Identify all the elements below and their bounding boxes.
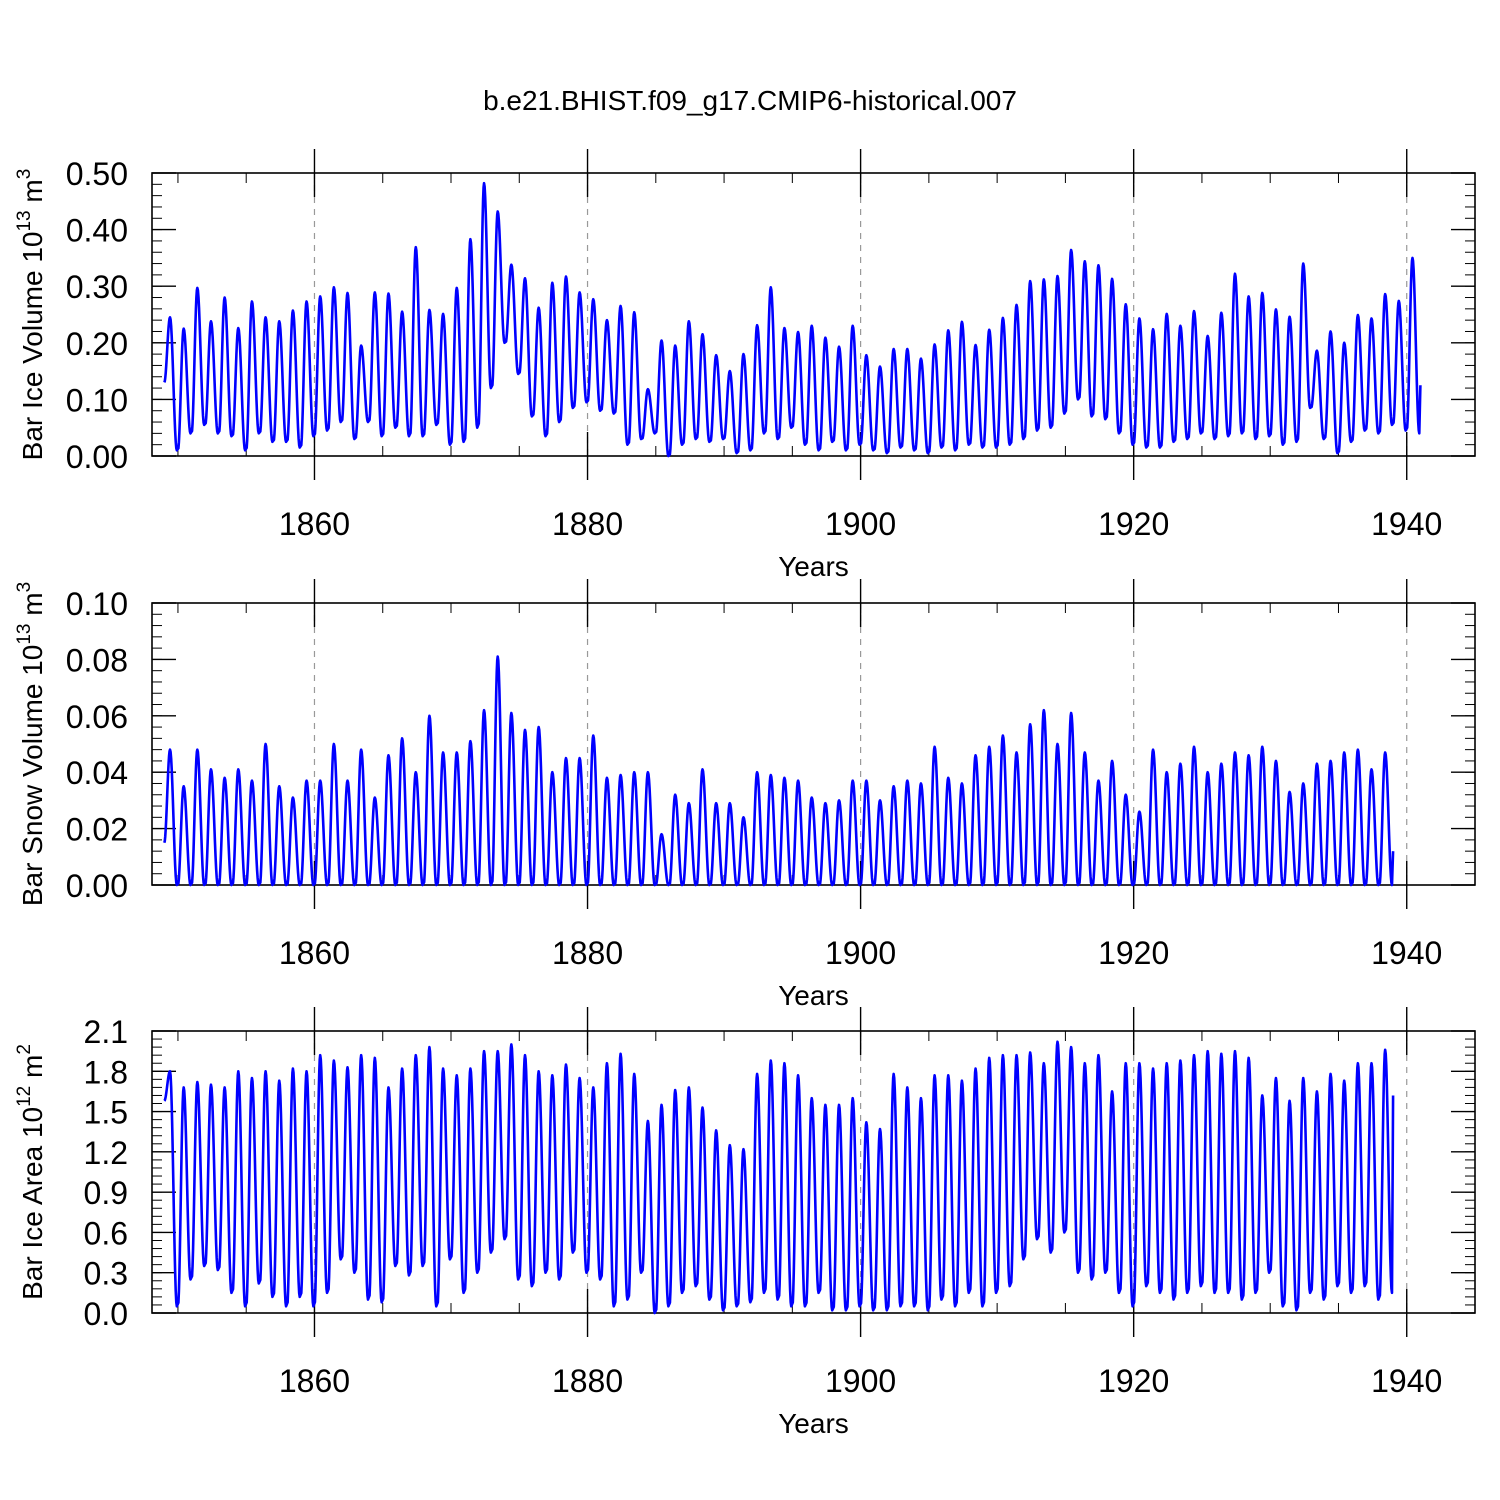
y-axis-title-unit: m: [17, 1055, 48, 1086]
x-tick-label-1860: 1860: [279, 506, 350, 542]
y-tick-label: 0.10: [66, 382, 128, 418]
y-axis-title-text: Bar Snow Volume 10: [17, 645, 48, 907]
x-tick-label-1860: 1860: [279, 1363, 350, 1399]
x-axis-title: Years: [778, 551, 849, 582]
y-tick-label: 0.06: [66, 699, 128, 735]
y-axis-title-exponent: 12: [14, 1086, 35, 1107]
series-line-bar-snow-volume: [163, 655, 1395, 887]
x-axis-title: Years: [778, 1408, 849, 1439]
ice-area-panel: 0.0 0.3 0.6 0.9 1.2 1.5 1.8 2.1 1860 1880 1900 1920…: [14, 1007, 1476, 1439]
plot-frame: [151, 172, 1476, 457]
y-axis-title-exponent: 13: [14, 624, 35, 645]
series-line-bar-ice-volume: [163, 181, 1422, 458]
ice-volume-panel: 0.00 0.10 0.20 0.30 0.40 0.50 1860 1880 1900 1920…: [14, 149, 1476, 582]
y-tick-label: 0.50: [66, 156, 128, 192]
x-tick-label-1920: 1920: [1098, 506, 1169, 542]
y-tick-label: 0.04: [66, 755, 128, 791]
y-axis-title-unit-exponent: 3: [14, 582, 35, 593]
x-tick-label-1900: 1900: [825, 506, 896, 542]
y-axis-title-unit: m: [17, 592, 48, 623]
x-tick-label-1900: 1900: [825, 935, 896, 971]
y-tick-label: 1.5: [84, 1095, 128, 1131]
y-tick-label: 0.0: [84, 1296, 128, 1332]
x-tick-label-1940: 1940: [1371, 935, 1442, 971]
y-tick-label: 0.30: [66, 269, 128, 305]
x-tick-label-1880: 1880: [552, 935, 623, 971]
y-tick-label: 0.00: [66, 439, 128, 475]
y-tick-label: 0.00: [66, 868, 128, 904]
x-tick-label-1880: 1880: [552, 1363, 623, 1399]
x-tick-label-1880: 1880: [552, 506, 623, 542]
x-tick-label-1860: 1860: [279, 935, 350, 971]
y-tick-label: 0.08: [66, 642, 128, 678]
x-tick-label-1900: 1900: [825, 1363, 896, 1399]
y-tick-label: 0.02: [66, 812, 128, 848]
series-line-bar-ice-area: [163, 1040, 1395, 1315]
x-tick-label-1940: 1940: [1371, 506, 1442, 542]
x-axis-title: Years: [778, 980, 849, 1011]
y-tick-label: 0.20: [66, 326, 128, 362]
y-tick-label: 0.9: [84, 1175, 128, 1211]
y-axis-title-unit: m: [17, 179, 48, 210]
y-axis-title: Bar Ice Volume 1013 m3: [14, 169, 48, 461]
y-tick-label: 0.6: [84, 1215, 128, 1251]
y-tick-label: 1.2: [84, 1135, 128, 1171]
y-tick-label: 2.1: [84, 1014, 128, 1050]
y-tick-label: 1.8: [84, 1054, 128, 1090]
y-axis-title-unit-exponent: 3: [14, 169, 35, 180]
y-tick-label: 0.10: [66, 586, 128, 622]
y-axis-title: Bar Ice Area 1012 m2: [14, 1044, 48, 1300]
y-axis-title-text: Bar Ice Area 10: [17, 1107, 48, 1300]
snow-volume-panel: 0.00 0.02 0.04 0.06 0.08 0.10 1860 1880 1900 1920…: [14, 579, 1476, 1011]
chart-title: b.e21.BHIST.f09_g17.CMIP6-historical.007: [483, 85, 1017, 116]
y-axis-title-exponent: 13: [14, 210, 35, 231]
x-tick-label-1920: 1920: [1098, 935, 1169, 971]
y-axis-title-unit-exponent: 2: [14, 1044, 35, 1055]
y-tick-label: 0.3: [84, 1256, 128, 1292]
y-axis-title: Bar Snow Volume 1013 m3: [14, 582, 48, 906]
plot-frame: [151, 1030, 1476, 1314]
y-axis-title-text: Bar Ice Volume 10: [17, 232, 48, 461]
y-tick-label: 0.40: [66, 213, 128, 249]
x-tick-label-1940: 1940: [1371, 1363, 1442, 1399]
x-tick-label-1920: 1920: [1098, 1363, 1169, 1399]
plot-frame: [151, 602, 1476, 886]
